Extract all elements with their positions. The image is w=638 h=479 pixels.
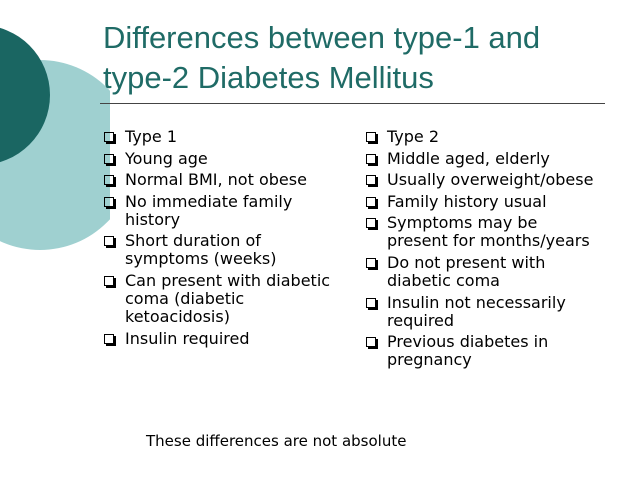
bullet-icon	[366, 257, 376, 268]
bullet-text: Normal BMI, not obese	[125, 170, 307, 190]
bullet-item: Young age	[103, 148, 343, 168]
bullet-text: Insulin required	[125, 328, 250, 348]
right-list: Type 2 Middle aged, elderly Usually overwe…	[365, 128, 597, 373]
bullet-text: Young age	[125, 148, 208, 168]
bullet-icon	[104, 333, 114, 344]
bullet-icon	[366, 297, 376, 308]
bullet-item: Do not present with diabetic coma	[365, 252, 597, 290]
bullet-text: Can present with diabetic coma (diabetic…	[125, 270, 331, 326]
bullet-icon	[104, 196, 114, 207]
bullet-item: Type 1	[103, 128, 343, 146]
dark-circle	[0, 27, 50, 163]
bullet-text: No immediate family history	[125, 191, 293, 229]
bullet-item: Previous diabetes in pregnancy	[365, 333, 597, 369]
bullet-text: Type 2	[387, 127, 440, 146]
bullet-item: Short duration of symptoms (weeks)	[103, 232, 343, 268]
title: Differences between type-1 and type-2 Di…	[103, 20, 541, 95]
bullet-text: Do not present with diabetic coma	[387, 252, 546, 290]
bullet-text: Insulin not necessarily required	[387, 292, 566, 330]
bullet-item: Normal BMI, not obese	[103, 171, 343, 189]
left-list: Type 1 Young age Normal BMI, not obese No i…	[103, 128, 343, 351]
bullet-icon	[104, 153, 114, 164]
decoration	[0, 27, 110, 250]
bullet-item: Can present with diabetic coma (diabetic…	[103, 270, 343, 326]
bullet-icon	[366, 337, 376, 348]
bullet-text: Type 1	[125, 127, 178, 146]
bullet-text: Usually overweight/obese	[387, 170, 594, 190]
bullet-item: Type 2	[365, 128, 597, 146]
bullet-icon	[104, 236, 114, 247]
bullet-icon	[366, 175, 376, 186]
bullet-icon	[366, 153, 376, 164]
bullet-icon	[366, 196, 376, 207]
bullet-icon	[366, 218, 376, 229]
bullet-item: No immediate family history	[103, 191, 343, 229]
title-rule	[100, 103, 605, 104]
footer-note: These differences are not absolute	[146, 432, 407, 450]
bullet-text: Family history usual	[387, 191, 547, 211]
bullet-item: Symptoms may be present for months/years	[365, 214, 597, 250]
bullet-icon	[104, 132, 114, 142]
bullet-text: Symptoms may be present for months/years	[387, 213, 590, 251]
bullet-item: Middle aged, elderly	[365, 148, 597, 168]
bullet-item: Insulin required	[103, 328, 343, 348]
bullet-item: Insulin not necessarily required	[365, 292, 597, 330]
bullet-text: Previous diabetes in pregnancy	[387, 332, 549, 370]
bullet-item: Family history usual	[365, 191, 597, 211]
bullet-icon	[104, 175, 114, 186]
bullet-icon	[104, 275, 114, 286]
bullet-text: Middle aged, elderly	[387, 148, 550, 168]
bullet-icon	[366, 132, 376, 142]
bullet-text: Short duration of symptoms (weeks)	[125, 231, 277, 269]
bullet-item: Usually overweight/obese	[365, 171, 597, 189]
